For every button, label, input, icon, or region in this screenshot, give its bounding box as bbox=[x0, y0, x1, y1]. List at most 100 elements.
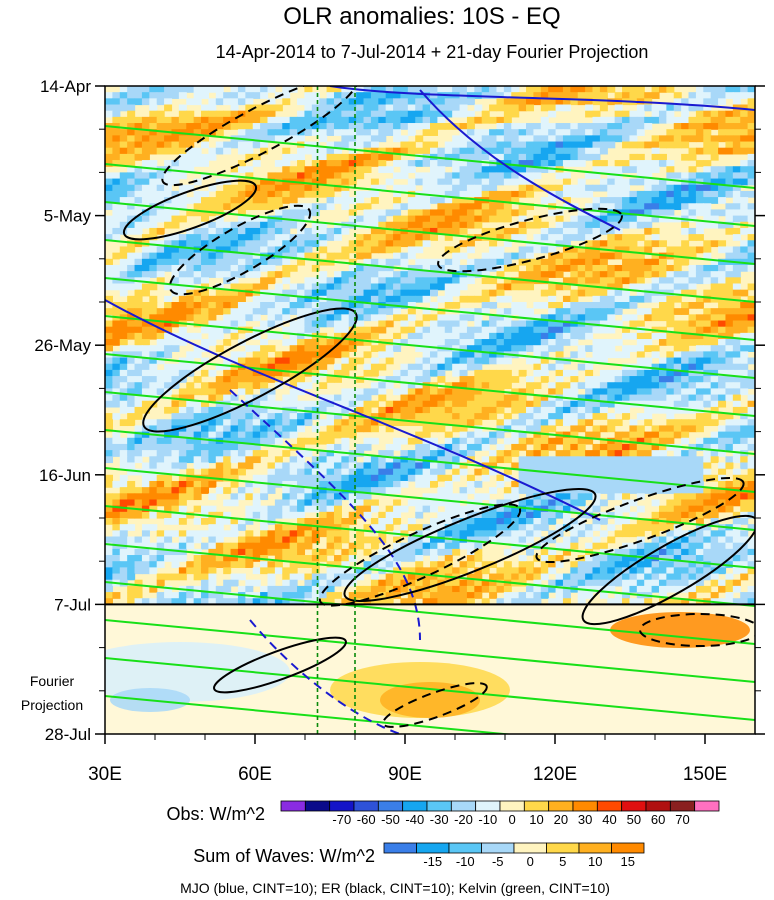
heatmap-cell bbox=[562, 104, 571, 112]
heatmap-cell bbox=[658, 86, 667, 93]
heatmap-cell bbox=[666, 363, 675, 371]
heatmap-cell bbox=[592, 98, 601, 106]
heatmap-cell bbox=[378, 295, 387, 303]
heatmap-cell bbox=[481, 264, 490, 272]
heatmap-cell bbox=[304, 400, 313, 408]
heatmap-cell bbox=[311, 209, 320, 217]
heatmap-cell bbox=[393, 86, 402, 93]
heatmap-cell bbox=[363, 499, 372, 507]
heatmap-cell bbox=[252, 431, 261, 439]
heatmap-cell bbox=[526, 406, 535, 414]
heatmap-cell bbox=[459, 264, 468, 272]
heatmap-cell bbox=[570, 92, 579, 99]
heatmap-cell bbox=[474, 332, 483, 340]
heatmap-cell bbox=[407, 474, 416, 482]
heatmap-cell bbox=[599, 116, 608, 124]
heatmap-cell bbox=[149, 283, 158, 291]
heatmap-cell bbox=[171, 178, 180, 186]
heatmap-cell bbox=[622, 271, 631, 278]
heatmap-cell bbox=[134, 295, 143, 303]
heatmap-cell bbox=[629, 419, 638, 427]
heatmap-cell bbox=[430, 456, 438, 464]
heatmap-cell bbox=[171, 147, 180, 155]
heatmap-cell bbox=[252, 252, 261, 260]
heatmap-cell bbox=[695, 357, 704, 365]
heatmap-cell bbox=[577, 406, 586, 414]
heatmap-cell bbox=[585, 98, 594, 106]
heatmap-cell bbox=[651, 203, 660, 211]
heatmap-cell bbox=[466, 221, 475, 229]
heatmap-cell bbox=[644, 394, 653, 402]
heatmap-cell bbox=[585, 184, 594, 192]
heatmap-cell bbox=[710, 98, 719, 106]
heatmap-cell bbox=[533, 419, 542, 427]
heatmap-cell bbox=[186, 264, 195, 272]
heatmap-cell bbox=[622, 456, 631, 464]
heatmap-cell bbox=[540, 474, 549, 482]
heatmap-cell bbox=[474, 493, 483, 501]
heatmap-cell bbox=[230, 320, 239, 328]
heatmap-cell bbox=[592, 302, 601, 309]
heatmap-cell bbox=[503, 419, 512, 427]
heatmap-cell bbox=[452, 363, 461, 371]
heatmap-cell bbox=[570, 227, 579, 235]
heatmap-cell bbox=[466, 116, 475, 124]
heatmap-cell bbox=[341, 172, 350, 180]
heatmap-cell bbox=[119, 511, 128, 519]
heatmap-cell bbox=[274, 376, 283, 383]
heatmap-cell bbox=[570, 388, 579, 396]
heatmap-cell bbox=[223, 203, 232, 211]
heatmap-cell bbox=[149, 376, 158, 383]
heatmap-cell bbox=[732, 456, 741, 464]
heatmap-cell bbox=[156, 271, 165, 278]
heatmap-cell bbox=[326, 474, 335, 482]
heatmap-cell bbox=[503, 487, 512, 494]
heatmap-cell bbox=[747, 511, 755, 519]
heatmap-cell bbox=[333, 326, 342, 334]
heatmap-cell bbox=[378, 92, 387, 99]
heatmap-cell bbox=[245, 357, 254, 365]
heatmap-cell bbox=[267, 203, 276, 211]
heatmap-cell bbox=[636, 178, 645, 186]
heatmap-cell bbox=[164, 332, 173, 340]
heatmap-cell bbox=[112, 480, 121, 488]
heatmap-cell bbox=[186, 302, 195, 309]
heatmap-cell bbox=[732, 480, 741, 488]
heatmap-cell bbox=[415, 110, 424, 118]
heatmap-cell bbox=[570, 339, 579, 346]
heatmap-cell bbox=[562, 86, 571, 93]
heatmap-cell bbox=[348, 419, 357, 427]
heatmap-cell bbox=[237, 295, 246, 303]
heatmap-cell bbox=[326, 153, 335, 161]
heatmap-cell bbox=[452, 511, 461, 519]
heatmap-cell bbox=[688, 234, 697, 241]
heatmap-cell bbox=[533, 86, 542, 93]
heatmap-cell bbox=[481, 413, 490, 420]
heatmap-cell bbox=[481, 332, 490, 340]
heatmap-cell bbox=[319, 468, 328, 476]
heatmap-cell bbox=[666, 283, 675, 291]
heatmap-cell bbox=[540, 493, 549, 501]
heatmap-cell bbox=[193, 480, 202, 488]
heatmap-cell bbox=[341, 277, 350, 285]
heatmap-cell bbox=[289, 388, 298, 396]
heatmap-cell bbox=[378, 258, 387, 266]
heatmap-cell bbox=[673, 363, 682, 371]
heatmap-cell bbox=[105, 153, 113, 161]
heatmap-cell bbox=[599, 468, 608, 476]
heatmap-cell bbox=[326, 345, 335, 352]
heatmap-cell bbox=[363, 86, 372, 93]
heatmap-cell bbox=[333, 98, 342, 106]
heatmap-cell bbox=[356, 234, 365, 241]
heatmap-cell bbox=[348, 339, 357, 346]
heatmap-cell bbox=[400, 86, 409, 93]
heatmap-cell bbox=[681, 326, 690, 334]
heatmap-cell bbox=[533, 221, 542, 229]
heatmap-cell bbox=[393, 468, 402, 476]
heatmap-cell bbox=[747, 135, 755, 143]
heatmap-cell bbox=[186, 197, 195, 204]
heatmap-cell bbox=[112, 437, 121, 445]
heatmap-cell bbox=[732, 166, 741, 173]
heatmap-cell bbox=[149, 147, 158, 155]
heatmap-cell bbox=[370, 104, 379, 112]
